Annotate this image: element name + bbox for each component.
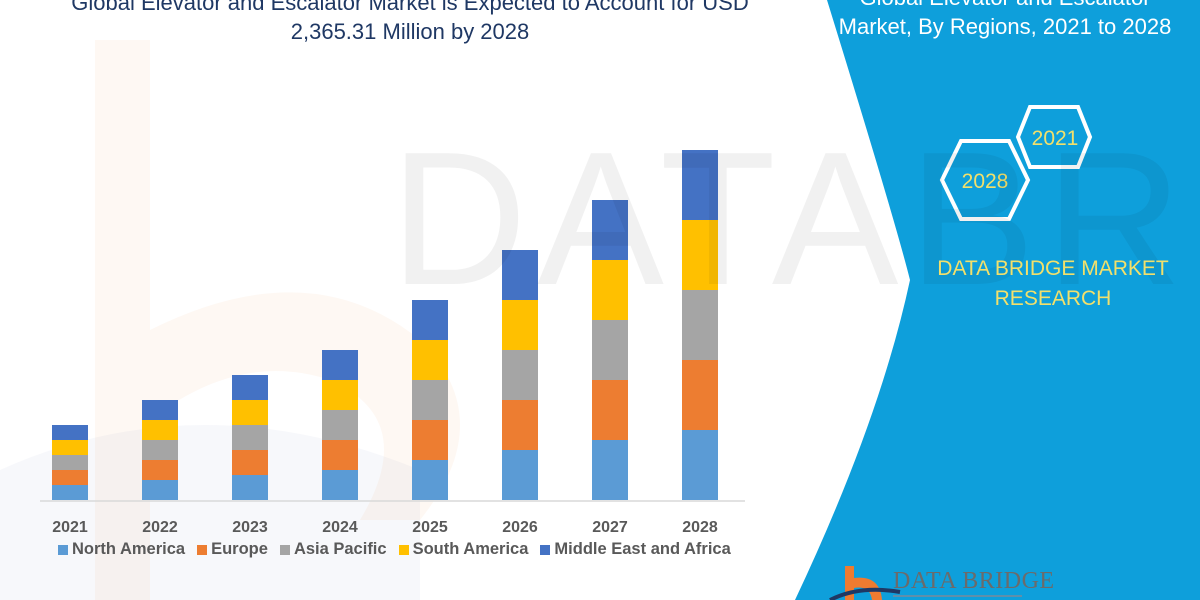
bar-segment-2027-north-america [592,440,628,500]
bar-segment-2022-europe [142,460,178,480]
bar-segment-2021-north-america [52,485,88,500]
bar-segment-2024-europe [322,440,358,470]
legend-label: Europe [211,540,268,558]
bar-segment-2027-south-america [592,260,628,320]
bar-segment-2021-asia-pacific [52,455,88,470]
bar-segment-2023-asia-pacific [232,425,268,450]
hexagon-2021 [1015,105,1093,169]
legend-item: Middle East and Africa [540,540,731,559]
watermark-swoosh [0,425,420,600]
bar-segment-2025-north-america [412,460,448,500]
legend-item: Europe [197,540,268,559]
legend-swatch [279,544,290,555]
legend-label: South America [412,540,529,558]
legend-swatch [398,544,409,555]
panel-title-line2: Market, By Regions, 2021 to 2028 [838,14,1172,39]
chart-title-line2: 2,365.31 Million by 2028 [290,19,530,44]
bar-segment-2023-south-america [232,400,268,425]
bar-segment-2023-middle-east-and-africa [232,375,268,400]
x-tick-label: 2023 [232,519,268,536]
bar-segment-2021-south-america [52,440,88,455]
x-tick-label: 2025 [412,519,448,536]
hexagon-2028-label: 2028 [962,170,1009,193]
bar-segment-2024-south-america [322,380,358,410]
bar-segment-2024-north-america [322,470,358,500]
bar-segment-2028-south-america [682,220,718,290]
logo-text: DATA BRIDGE [893,568,1055,594]
x-tick-label: 2027 [592,519,628,536]
bar-segment-2025-south-america [412,340,448,380]
bar-segment-2021-europe [52,470,88,485]
bar-segment-2022-asia-pacific [142,440,178,460]
bar-segment-2026-asia-pacific [502,350,538,400]
bar-segment-2024-middle-east-and-africa [322,350,358,380]
legend-item: Asia Pacific [279,540,387,559]
watermark-logo [95,40,460,600]
brand-text: DATA BRIDGE MARKET RESEARCH [920,254,1186,314]
bar-segment-2027-asia-pacific [592,320,628,380]
x-tick-label: 2021 [52,519,88,536]
bar-segment-2022-north-america [142,480,178,500]
legend: North America Europe Asia Pacific South Ame… [58,540,731,559]
bar-segment-2025-middle-east-and-africa [412,300,448,340]
bar-segment-2023-north-america [232,475,268,500]
legend-swatch [197,544,208,555]
legend-label: North America [72,540,186,558]
brand-line2: RESEARCH [994,287,1112,310]
legend-label: Middle East and Africa [554,540,731,558]
bar-segment-2028-europe [682,360,718,430]
legend-swatch [58,544,68,555]
stacked-bar-chart: 2021 2022 2023 2024 2025 2026 2027 2028 [40,150,745,536]
panel-title-line1: Global Elevator and Escalator [820,0,1190,12]
x-tick-label: 2022 [142,519,178,536]
chart-title-line1: Global Elevator and Escalator Market is … [71,0,749,15]
bar-segment-2025-asia-pacific [412,380,448,420]
x-tick-label: 2028 [682,519,718,536]
bar-segment-2026-europe [502,400,538,450]
bar-segment-2024-asia-pacific [322,410,358,440]
legend-swatch [540,544,551,555]
panel-title: Global Elevator and Escalator Market, By… [820,0,1190,41]
bar-segment-2021-middle-east-and-africa [52,425,88,440]
hexagon-2028 [939,139,1031,221]
right-panel [795,0,1200,600]
x-tick-label: 2026 [502,519,538,536]
bar-segment-2028-middle-east-and-africa [682,150,718,220]
x-tick-label: 2024 [322,519,358,536]
bar-segment-2027-europe [592,380,628,440]
bar-segment-2026-north-america [502,450,538,500]
chart-title: Global Elevator and Escalator Market is … [20,0,800,46]
bar-segment-2025-europe [412,420,448,460]
brand-line1: DATA BRIDGE MARKET [937,257,1169,280]
bar-segment-2026-middle-east-and-africa [502,250,538,300]
bar-segment-2026-south-america [502,300,538,350]
logo-icon [829,566,901,600]
bar-segment-2028-asia-pacific [682,290,718,360]
hexagon-2021-label: 2021 [1032,127,1079,150]
legend-item: South America [398,540,529,559]
bar-segment-2028-north-america [682,430,718,500]
bar-segment-2022-south-america [142,420,178,440]
bar-segment-2022-middle-east-and-africa [142,400,178,420]
bar-segment-2027-middle-east-and-africa [592,200,628,260]
legend-item: North America [58,540,185,559]
legend-label: Asia Pacific [293,540,387,558]
bar-segment-2023-europe [232,450,268,475]
